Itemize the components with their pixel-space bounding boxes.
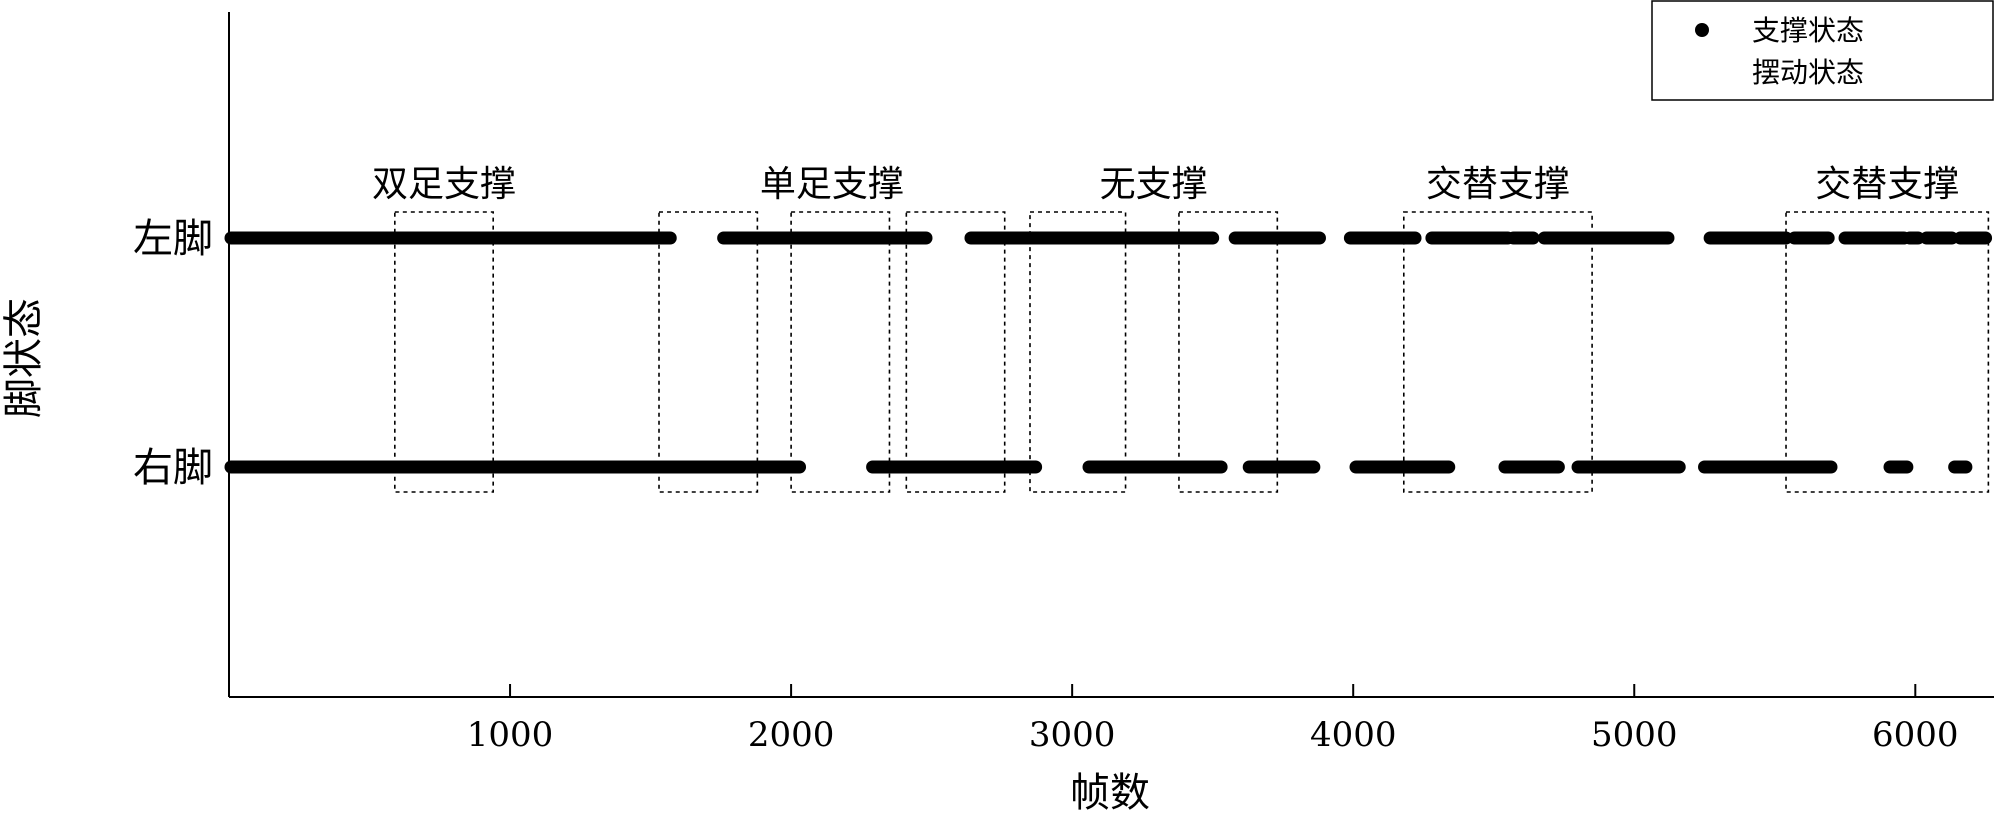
x-axis-title: 帧数 xyxy=(1070,770,1150,814)
legend: 支撑状态 摆动状态 xyxy=(1651,0,1994,101)
annotation-4-box-0 xyxy=(1785,211,1990,493)
legend-support-marker xyxy=(1695,23,1709,37)
x-tick-label-6000: 6000 xyxy=(1872,715,1959,755)
y-category-1: 右脚 xyxy=(133,445,213,491)
y-axis-title: 脚状态 xyxy=(1,298,47,418)
annotation-label-2: 无支撑 xyxy=(1100,164,1208,205)
x-tick-label-3000: 3000 xyxy=(1029,715,1116,755)
annotation-label-1: 单足支撑 xyxy=(760,164,904,205)
annotation-label-0: 双足支撑 xyxy=(372,164,516,205)
legend-swing-label: 摆动状态 xyxy=(1752,56,1864,89)
y-category-0: 左脚 xyxy=(133,216,213,262)
annotation-2-box-0 xyxy=(1029,211,1127,493)
annotation-1-box-0 xyxy=(658,211,759,493)
x-tick-label-5000: 5000 xyxy=(1591,715,1678,755)
legend-box xyxy=(1651,0,1994,101)
annotation-boxes xyxy=(394,211,1990,493)
x-tick-label-4000: 4000 xyxy=(1310,715,1397,755)
annotation-labels: 双足支撑 单足支撑 无支撑 交替支撑 交替支撑 xyxy=(372,164,1959,205)
annotation-2-box-1 xyxy=(1178,211,1279,493)
annotation-label-3: 交替支撑 xyxy=(1426,164,1570,205)
series-layer xyxy=(224,231,1993,474)
annotation-1-box-2 xyxy=(905,211,1006,493)
x-tick-label-1000: 1000 xyxy=(467,715,554,755)
legend-support-label: 支撑状态 xyxy=(1752,14,1864,47)
x-tick-label-2000: 2000 xyxy=(748,715,835,755)
x-ticks: 1000 2000 3000 4000 5000 6000 xyxy=(467,684,1959,755)
annotation-3-box-0 xyxy=(1402,211,1593,493)
annotation-0-box-0 xyxy=(394,211,494,493)
annotation-1-box-1 xyxy=(790,211,891,493)
annotation-label-4: 交替支撑 xyxy=(1815,164,1959,205)
axes xyxy=(228,12,1994,698)
